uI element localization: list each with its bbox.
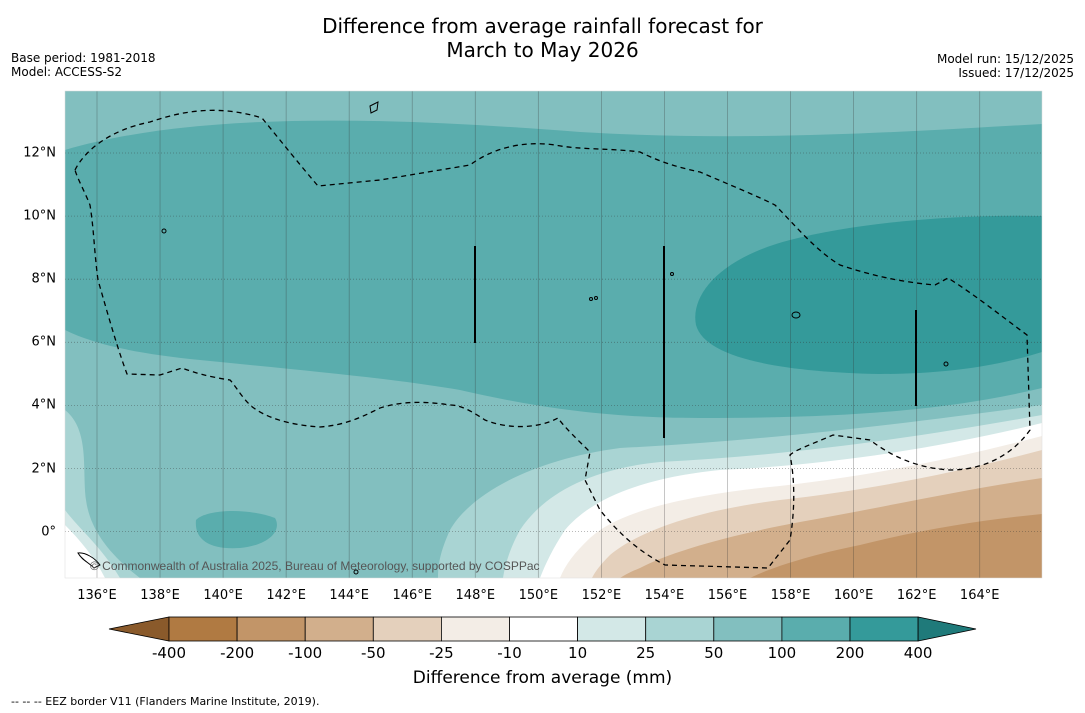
title-line-2: March to May 2026 xyxy=(446,38,639,62)
map-title: Difference from average rainfall forecas… xyxy=(0,14,1085,62)
issued-date: Issued: 17/12/2025 xyxy=(958,66,1074,80)
colorbar-tick-label: 400 xyxy=(903,644,933,662)
colorbar-tick-label: -50 xyxy=(361,644,386,662)
colorbar-tick-label: 10 xyxy=(568,644,588,662)
lat-tick-label: 2°N xyxy=(31,461,57,476)
colorbar-tick-label: 50 xyxy=(704,644,724,662)
lon-tick-label: 162°E xyxy=(896,588,937,603)
lon-tick-label: 142°E xyxy=(266,588,306,603)
colorbar-tick-label: -100 xyxy=(288,644,323,662)
lat-tick-label: 8°N xyxy=(31,271,57,287)
colorbar-swatch xyxy=(849,616,919,642)
lon-tick-label: 158°E xyxy=(770,588,811,603)
colorbar-tick-label: 100 xyxy=(767,644,797,662)
map-frame xyxy=(64,90,1043,579)
map-fill-layer xyxy=(65,91,1042,578)
lon-tick-label: 138°E xyxy=(140,588,180,603)
colorbar-swatch xyxy=(781,616,851,642)
colorbar-tick-label: 200 xyxy=(835,644,865,662)
lon-tick-label: 146°E xyxy=(392,588,433,603)
lon-tick-label: 144°E xyxy=(329,588,369,603)
colorbar-tick-label: -25 xyxy=(429,644,454,662)
lon-tick-label: 152°E xyxy=(581,588,622,603)
info-right: Model run: 15/12/2025 Issued: 17/12/2025 xyxy=(937,52,1074,80)
lon-tick-label: 136°E xyxy=(77,588,117,603)
info-left: Base period: 1981-2018 Model: ACCESS-S2 xyxy=(11,51,156,79)
lat-tick-label: 12°N xyxy=(23,145,56,161)
lon-tick-label: 160°E xyxy=(833,588,874,603)
lon-tick-label: 148°E xyxy=(455,588,496,603)
colorbar-tick-label: -200 xyxy=(220,644,255,662)
lat-tick-label: 0° xyxy=(41,524,56,540)
lat-tick-label: 10°N xyxy=(23,208,56,224)
lon-tick-label: 156°E xyxy=(707,588,748,603)
colorbar-swatch xyxy=(236,616,306,642)
contour-100-patch xyxy=(195,511,277,549)
graticule xyxy=(65,91,1042,578)
colorbar xyxy=(108,616,977,642)
colorbar-swatch xyxy=(168,616,238,642)
colorbar-swatch xyxy=(509,616,578,642)
model-name: Model: ACCESS-S2 xyxy=(11,65,123,79)
colorbar-swatch xyxy=(645,616,715,642)
colorbar-swatch xyxy=(372,616,442,642)
lat-tick-label: 6°N xyxy=(31,334,57,350)
colorbar-arrow-low xyxy=(108,616,170,642)
contour-minus100 xyxy=(750,514,1042,578)
lon-tick-label: 140°E xyxy=(203,588,243,603)
lat-tick-label: 4°N xyxy=(31,397,57,413)
colorbar-swatch xyxy=(304,616,374,642)
colorbar-arrow-high xyxy=(917,616,977,642)
colorbar-tick-label: -400 xyxy=(151,644,187,662)
colorbar-tick-label: 25 xyxy=(636,644,656,662)
colorbar-swatch xyxy=(713,616,783,642)
base-period: Base period: 1981-2018 xyxy=(11,51,156,65)
contour-neutral-west xyxy=(65,525,105,578)
colorbar-swatch xyxy=(577,616,647,642)
colorbar-title: Difference from average (mm) xyxy=(412,668,673,688)
model-run: Model run: 15/12/2025 xyxy=(936,52,1074,66)
eez-border xyxy=(74,109,1031,569)
legend-footnote: -- -- -- EEZ border V11 (Flanders Marine… xyxy=(11,695,320,708)
colorbar-tick-label: -10 xyxy=(497,644,522,662)
copyright-text: © Commonwealth of Australia 2025, Bureau… xyxy=(90,559,540,573)
islands xyxy=(77,101,949,575)
lon-tick-label: 150°E xyxy=(518,588,559,603)
colorbar-swatch xyxy=(440,616,510,642)
lon-tick-label: 154°E xyxy=(644,588,685,603)
lon-tick-label: 164°E xyxy=(959,588,1000,603)
contour-200 xyxy=(695,215,1042,374)
title-line-1: Difference from average rainfall forecas… xyxy=(322,14,763,38)
